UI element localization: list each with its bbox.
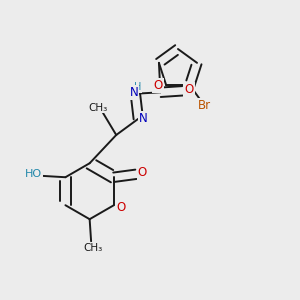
Text: Br: Br bbox=[198, 99, 211, 112]
Text: CH₃: CH₃ bbox=[83, 243, 102, 253]
Text: CH₃: CH₃ bbox=[88, 103, 107, 112]
Text: N: N bbox=[130, 86, 138, 99]
Text: O: O bbox=[184, 83, 194, 96]
Text: O: O bbox=[117, 201, 126, 214]
Text: N: N bbox=[139, 112, 148, 125]
Text: HO: HO bbox=[25, 169, 43, 179]
Text: O: O bbox=[138, 166, 147, 179]
Text: O: O bbox=[153, 79, 163, 92]
Text: H: H bbox=[134, 82, 141, 92]
